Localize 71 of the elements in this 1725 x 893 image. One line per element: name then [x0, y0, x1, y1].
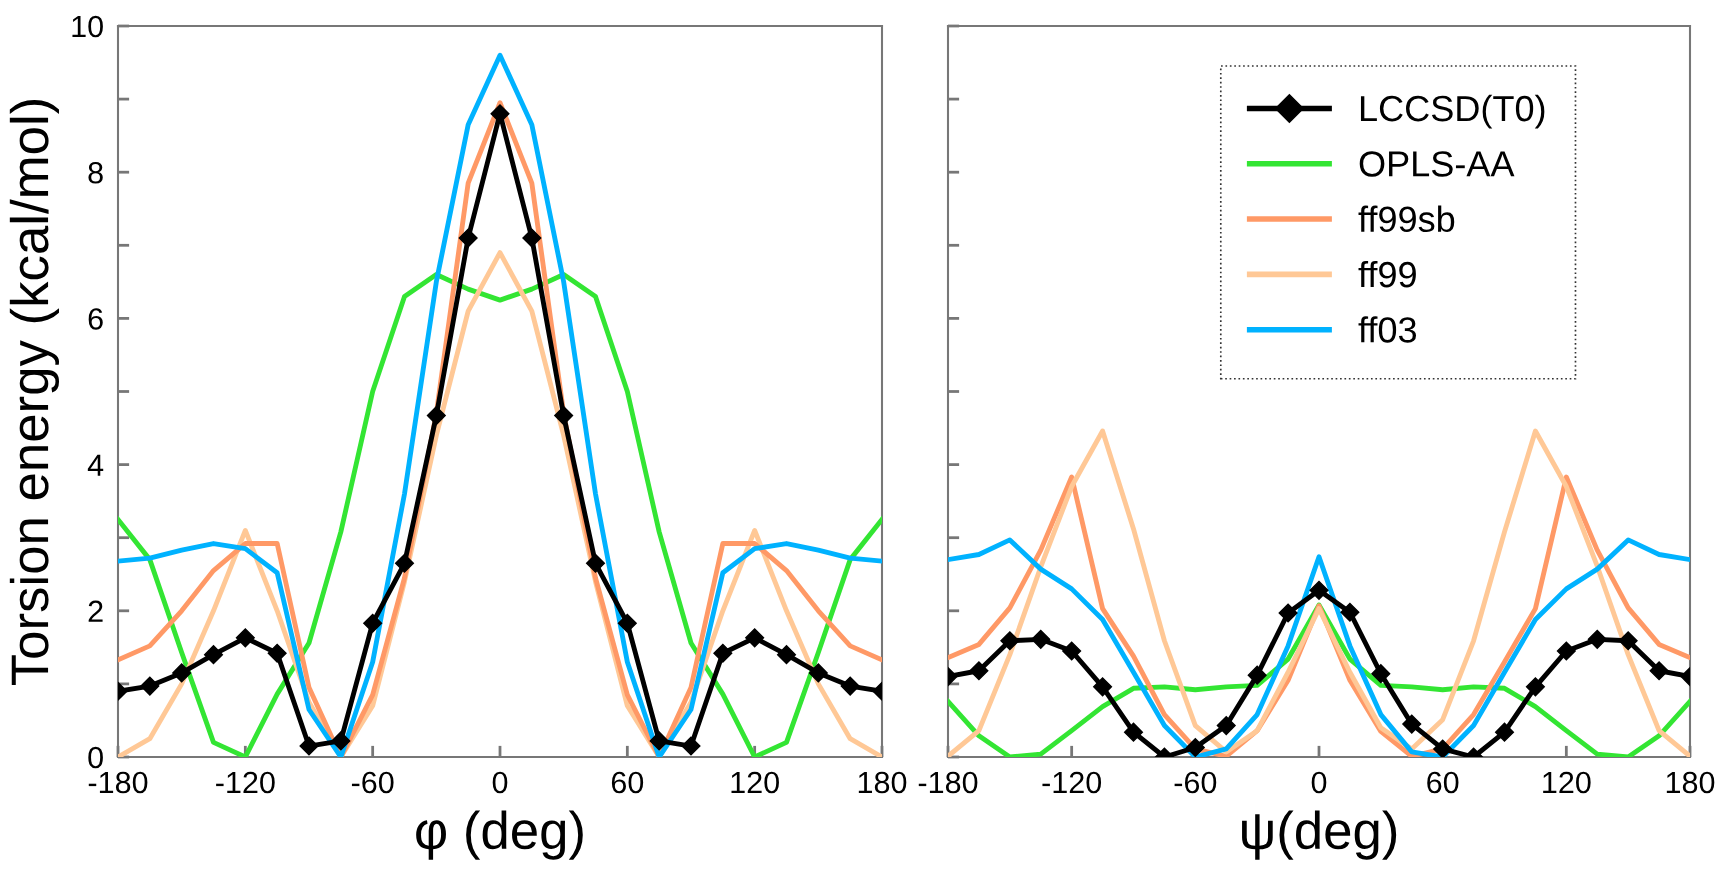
point [585, 553, 606, 573]
point [1494, 722, 1515, 742]
point [1031, 629, 1051, 649]
y-tick-label: 4 [87, 454, 104, 476]
point [840, 676, 860, 696]
point [1587, 629, 1607, 649]
point [394, 553, 415, 573]
point [1649, 661, 1669, 681]
point [458, 228, 478, 248]
y-tick-label: 0 [88, 746, 103, 769]
point [1000, 631, 1020, 651]
x-tick-label: 180 [1666, 771, 1715, 794]
point [1525, 677, 1545, 697]
point [1093, 677, 1113, 697]
x-tick-label: 60 [1427, 771, 1459, 794]
point [172, 663, 192, 683]
point [1123, 722, 1144, 742]
x-axis-title: φ (deg) [416, 810, 583, 860]
legend-label: ff99sb [1358, 205, 1455, 233]
point [1371, 664, 1391, 684]
point [1618, 631, 1638, 651]
point [713, 643, 733, 663]
x-tick-label: -60 [351, 771, 394, 794]
legend-label: ff99 [1358, 260, 1416, 288]
point [808, 663, 828, 683]
x-tick-label: 0 [1311, 771, 1327, 794]
point [363, 613, 383, 633]
point [522, 228, 542, 248]
legend-label: ff03 [1358, 316, 1417, 343]
x-tick-label: -120 [1042, 771, 1102, 794]
x-tick-label: 0 [492, 771, 508, 794]
x-tick-label: -60 [1174, 771, 1217, 794]
point [203, 645, 224, 665]
x-tick-label: 180 [858, 771, 907, 794]
point [1402, 714, 1422, 734]
point [235, 628, 255, 648]
point [1340, 602, 1360, 622]
legend-label: LCCSD(T0) [1360, 94, 1545, 129]
y-tick-label: 2 [88, 600, 103, 622]
point [1185, 737, 1205, 757]
point [1216, 716, 1236, 736]
point [1309, 580, 1329, 600]
point [776, 645, 797, 665]
x-tick-label: 60 [611, 771, 644, 794]
point [745, 628, 765, 648]
point [1433, 739, 1453, 757]
x-axis-title: ψ(deg) [1242, 810, 1397, 860]
x-tick-label: 120 [731, 771, 779, 794]
point [267, 643, 287, 663]
point [1062, 641, 1082, 661]
y-tick-label: 10 [72, 15, 103, 38]
x-tick-label: -180 [918, 771, 978, 794]
point [681, 736, 701, 756]
point [331, 731, 351, 751]
x-tick-label: -180 [88, 771, 148, 794]
y-tick-label: 8 [88, 161, 103, 184]
x-tick-label: 120 [1543, 771, 1591, 794]
point [426, 406, 446, 426]
point [1278, 603, 1298, 623]
point [140, 676, 160, 696]
point [649, 731, 669, 751]
point [554, 406, 574, 426]
point [299, 736, 319, 756]
y-axis-title: Torsion energy (kcal/mol) [9, 99, 60, 686]
point [1247, 665, 1267, 685]
point [1556, 641, 1576, 661]
x-tick-label: -120 [216, 771, 275, 794]
legend-label: OPLS-AA [1359, 151, 1515, 177]
y-tick-label: 6 [88, 308, 103, 330]
point [969, 661, 989, 681]
point [617, 613, 637, 633]
